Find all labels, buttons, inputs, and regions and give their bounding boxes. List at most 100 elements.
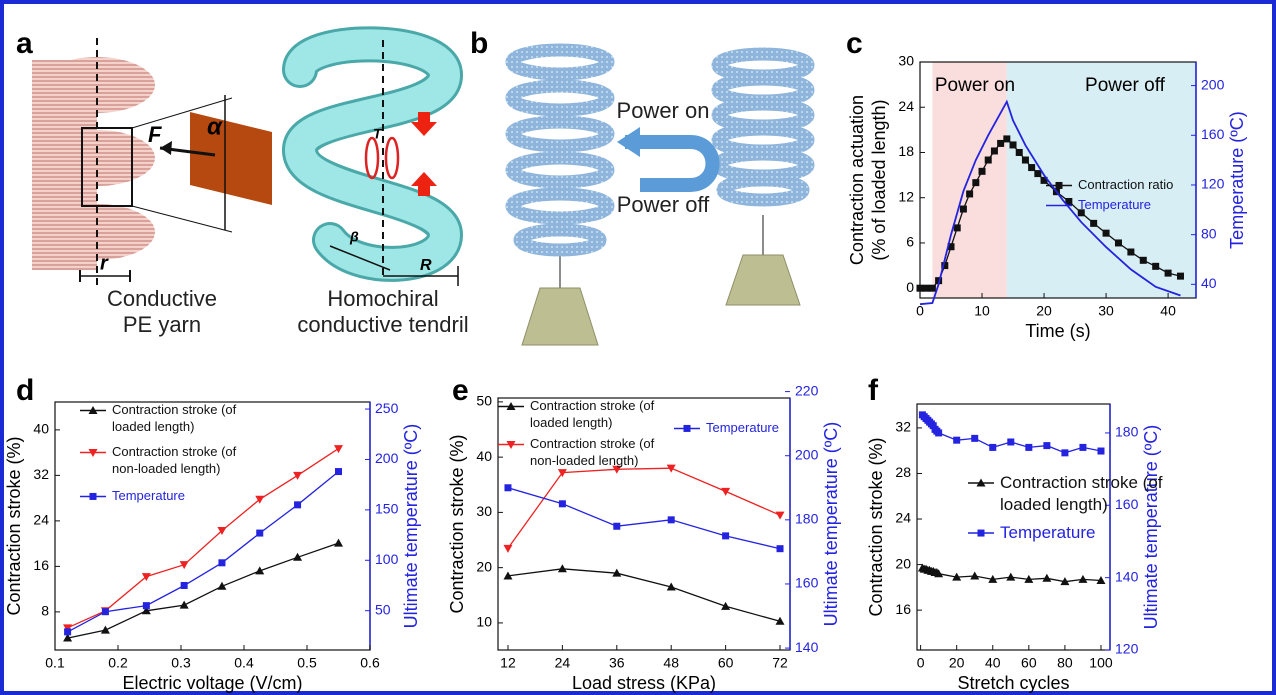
y-tick-label: 24 bbox=[898, 98, 914, 114]
data-point bbox=[777, 545, 784, 552]
data-point bbox=[989, 444, 996, 451]
panel-label: d bbox=[16, 374, 34, 407]
legend-label: Contraction stroke (of loaded length) bbox=[530, 398, 655, 432]
x-tick-label: 0.3 bbox=[171, 655, 191, 671]
legend-label: Contraction stroke (of non-loaded length… bbox=[112, 444, 237, 478]
data-point bbox=[972, 179, 979, 186]
y2-tick-label: 200 bbox=[795, 446, 819, 462]
data-point bbox=[1127, 249, 1134, 256]
data-point bbox=[1152, 263, 1159, 270]
power-on: Power on bbox=[617, 98, 710, 123]
symbol: r bbox=[100, 252, 109, 274]
data-point bbox=[1022, 157, 1029, 164]
y2-tick-label: 200 bbox=[375, 450, 399, 466]
series-line bbox=[508, 569, 780, 622]
tendril-label: Homochiral bbox=[327, 286, 438, 311]
panel-label: b bbox=[470, 27, 488, 60]
panel-label: e bbox=[452, 374, 469, 407]
legend-label: Temperature bbox=[706, 420, 831, 437]
x-axis-title: Load stress (KPa) bbox=[572, 673, 716, 693]
x-tick-label: 80 bbox=[1057, 655, 1073, 671]
y2-tick-label: 100 bbox=[375, 551, 399, 567]
legend-marker bbox=[90, 493, 97, 500]
data-point bbox=[101, 626, 110, 634]
figure: Conductive PE yarn Homochiral conductive… bbox=[0, 0, 1276, 695]
data-point bbox=[1177, 273, 1184, 280]
data-point bbox=[1003, 135, 1010, 142]
data-point bbox=[218, 559, 225, 566]
data-point bbox=[1043, 442, 1050, 449]
data-point bbox=[1140, 257, 1147, 264]
data-point bbox=[960, 206, 967, 213]
data-point bbox=[181, 582, 188, 589]
data-point bbox=[1103, 230, 1110, 237]
data-point bbox=[1025, 444, 1032, 451]
legend-label: Contraction stroke (of loaded length) bbox=[1000, 472, 1210, 516]
y-tick-label: 6 bbox=[906, 234, 914, 250]
y-tick-label: 16 bbox=[895, 601, 911, 617]
symbol: T bbox=[373, 126, 383, 142]
x-tick-label: 60 bbox=[718, 655, 734, 671]
symbol: α bbox=[207, 113, 223, 140]
data-point bbox=[668, 516, 675, 523]
y2-axis-title: Temperature (ºC) bbox=[1227, 111, 1247, 249]
y-tick-label: 40 bbox=[476, 448, 492, 464]
data-point bbox=[217, 582, 226, 590]
x-axis-title: Stretch cycles bbox=[957, 673, 1069, 693]
data-point bbox=[997, 140, 1004, 147]
data-point bbox=[1042, 574, 1051, 582]
data-point bbox=[1090, 220, 1097, 227]
x-tick-label: 0 bbox=[917, 655, 925, 671]
data-point bbox=[954, 224, 961, 231]
data-point bbox=[1010, 141, 1017, 148]
data-point bbox=[935, 429, 942, 436]
data-point bbox=[979, 168, 986, 175]
symbol: β bbox=[349, 229, 359, 245]
legend-label: Temperature bbox=[1078, 197, 1228, 214]
x-tick-label: 0 bbox=[916, 303, 924, 319]
page: Conductive PE yarn Homochiral conductive… bbox=[0, 0, 1276, 695]
y-tick-label: 18 bbox=[898, 143, 914, 159]
x-tick-label: 40 bbox=[1160, 303, 1176, 319]
y2-tick-label: 180 bbox=[795, 511, 819, 527]
x-tick-label: 10 bbox=[974, 303, 990, 319]
data-point bbox=[180, 601, 189, 609]
data-point bbox=[102, 608, 109, 615]
panel-label: f bbox=[868, 374, 879, 407]
data-point bbox=[971, 435, 978, 442]
series-line bbox=[922, 415, 1101, 453]
series-line bbox=[508, 468, 780, 548]
y-tick-label: 32 bbox=[33, 466, 49, 482]
data-point bbox=[1028, 164, 1035, 171]
data-point bbox=[1115, 239, 1122, 246]
data-point bbox=[1007, 438, 1014, 445]
y2-tick-label: 140 bbox=[1115, 568, 1139, 584]
data-point bbox=[64, 628, 71, 635]
data-point bbox=[1097, 448, 1104, 455]
data-point bbox=[1006, 573, 1015, 581]
y2-tick-label: 80 bbox=[1201, 225, 1217, 241]
x-tick-label: 30 bbox=[1098, 303, 1114, 319]
data-point bbox=[613, 523, 620, 530]
data-point bbox=[917, 285, 924, 292]
y2-tick-label: 50 bbox=[375, 601, 391, 617]
x-tick-label: 48 bbox=[663, 655, 679, 671]
y-tick-label: 10 bbox=[476, 614, 492, 630]
data-point bbox=[991, 147, 998, 154]
data-point bbox=[1016, 149, 1023, 156]
data-point bbox=[985, 157, 992, 164]
y2-tick-label: 180 bbox=[1115, 424, 1139, 440]
x-tick-label: 36 bbox=[609, 655, 625, 671]
diagram-a bbox=[32, 38, 458, 286]
data-point bbox=[558, 564, 567, 572]
y-tick-label: 12 bbox=[898, 188, 914, 204]
y-axis-title: Contraction stroke (%) bbox=[866, 437, 886, 616]
y2-tick-label: 150 bbox=[375, 501, 399, 517]
tendril-label: conductive tendril bbox=[297, 312, 468, 337]
legend-label: Contraction ratio bbox=[1078, 177, 1228, 194]
y2-tick-label: 40 bbox=[1201, 275, 1217, 291]
x-axis-title: Time (s) bbox=[1025, 321, 1090, 341]
y-axis-title: Contraction stroke (%) bbox=[447, 434, 467, 613]
y-tick-label: 16 bbox=[33, 557, 49, 573]
y2-tick-label: 250 bbox=[375, 400, 399, 416]
